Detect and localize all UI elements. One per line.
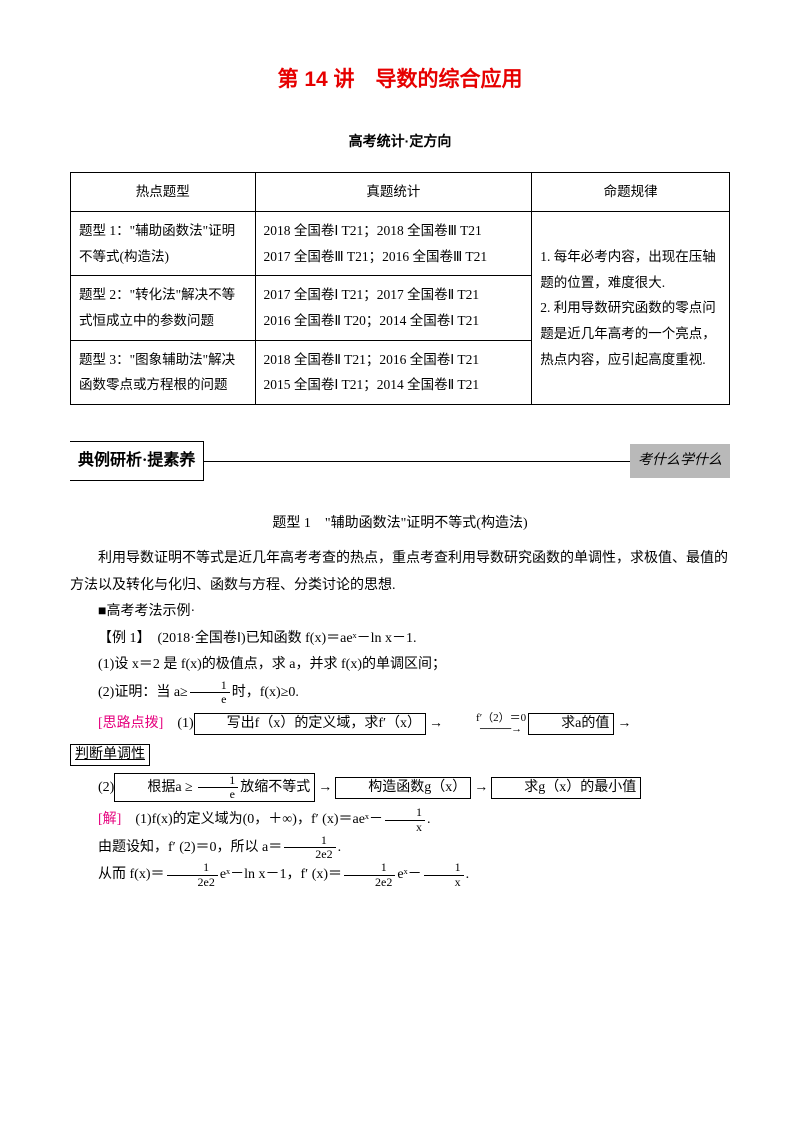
hint-flow-1b: 判断单调性 — [70, 742, 730, 769]
section-rule — [204, 461, 630, 462]
sol3-mid2: eˣ－ — [397, 867, 421, 882]
frac-1-2e2: 12e2 — [167, 861, 218, 888]
hint-label: [思路点拨] — [98, 716, 163, 731]
question-1: (1)设 x＝2 是 f(x)的极值点，求 a，并求 f(x)的单调区间； — [70, 652, 730, 679]
frac-num: 1 — [167, 861, 218, 875]
example-source: (2018·全国卷Ⅰ)已知函数 f(x)＝aeˣ－ln x－1. — [158, 631, 417, 646]
example-line: 【例 1】 (2018·全国卷Ⅰ)已知函数 f(x)＝aeˣ－ln x－1. — [70, 626, 730, 653]
cell-type-1: 题型 1："辅助函数法"证明不等式(构造法) — [71, 212, 256, 276]
arrow-icon: → — [429, 716, 443, 731]
section-label: 典例研析·提素养 — [70, 441, 204, 481]
flow-box: 求g（x）的最小值 — [491, 777, 641, 799]
flow-box: 写出f（x）的定义域，求f′（x） — [194, 713, 426, 735]
cell-type-2: 题型 2："转化法"解决不等式恒成立中的参数问题 — [71, 276, 256, 340]
table-header-row: 热点题型 真题统计 命题规律 — [71, 173, 730, 212]
frac-1-x: 1x — [385, 806, 425, 833]
th-stats: 真题统计 — [255, 173, 532, 212]
demo-label: ■高考考法示例· — [70, 599, 730, 626]
frac-1-2e2: 12e2 — [344, 861, 395, 888]
subtitle: 高考统计·定方向 — [70, 128, 730, 155]
frac-1-e: 1e — [190, 679, 230, 706]
sol1-pre: (1)f(x)的定义域为(0，＋∞)，f′ (x)＝aeˣ－ — [135, 812, 383, 827]
solution-label: [解] — [98, 812, 121, 827]
frac-den: e — [198, 788, 238, 801]
flow-box: 构造函数g（x） — [335, 777, 471, 799]
page-title: 第 14 讲 导数的综合应用 — [70, 60, 730, 100]
frac-num: 1 — [190, 679, 230, 693]
section-right: 考什么学什么 — [630, 444, 730, 479]
question-2: (2)证明：当 a≥1e时，f(x)≥0. — [70, 679, 730, 707]
flow2-b1-pre: 根据a ≥ — [147, 780, 196, 795]
frac-den: x — [385, 821, 425, 834]
flow-box: 根据a ≥ 1e放缩不等式 — [114, 773, 315, 802]
frac-den: 2e2 — [344, 876, 395, 889]
th-rule: 命题规律 — [532, 173, 730, 212]
frac-1-2e2: 12e2 — [284, 834, 335, 861]
frac-num: 1 — [344, 861, 395, 875]
arrow-bot: ────→ — [448, 724, 526, 735]
arrow-label: f′（2）＝0────→ — [448, 713, 526, 735]
flow2-pre: (2) — [98, 780, 114, 795]
frac-den: x — [424, 876, 464, 889]
frac-num: 1 — [424, 861, 464, 875]
hint-flow-2: (2)根据a ≥ 1e放缩不等式→构造函数g（x）→求g（x）的最小值 — [70, 773, 730, 802]
table-row: 题型 1："辅助函数法"证明不等式(构造法) 2018 全国卷Ⅰ T21；201… — [71, 212, 730, 276]
solution-line-2: 由题设知，f′ (2)＝0，所以 a＝12e2. — [70, 834, 730, 862]
flow-box: 求a的值 — [528, 713, 614, 735]
q2-post: 时，f(x)≥0. — [232, 685, 299, 700]
frac-den: 2e2 — [167, 876, 218, 889]
intro-text: 利用导数证明不等式是近几年高考考查的热点，重点考查利用导数研究函数的单调性，求极… — [70, 546, 730, 599]
arrow-icon: → — [474, 780, 488, 795]
solution-line-3: 从而 f(x)＝12e2eˣ－ln x－1，f′ (x)＝12e2eˣ－1x. — [70, 861, 730, 889]
example-label: 【例 1】 — [98, 631, 144, 646]
frac-num: 1 — [385, 806, 425, 820]
topic-title: 题型 1 "辅助函数法"证明不等式(构造法) — [70, 511, 730, 538]
sol3-mid: eˣ－ln x－1，f′ (x)＝ — [220, 867, 342, 882]
cell-stats-3: 2018 全国卷Ⅱ T21；2016 全国卷Ⅰ T21 2015 全国卷Ⅰ T2… — [255, 340, 532, 404]
cell-type-3: 题型 3："图象辅助法"解决函数零点或方程根的问题 — [71, 340, 256, 404]
frac-1-x: 1x — [424, 861, 464, 888]
frac-1-e: 1e — [198, 774, 238, 801]
sol3-post: . — [466, 867, 470, 882]
sol2-post: . — [338, 840, 342, 855]
stats-table: 热点题型 真题统计 命题规律 题型 1："辅助函数法"证明不等式(构造法) 20… — [70, 172, 730, 404]
frac-num: 1 — [198, 774, 238, 788]
flow2-b1-post: 放缩不等式 — [240, 780, 310, 795]
sol1-post: . — [427, 812, 431, 827]
hint-flow-1: [思路点拨] (1)写出f（x）的定义域，求f′（x）→f′（2）＝0────→… — [70, 710, 730, 738]
sol2-pre: 由题设知，f′ (2)＝0，所以 a＝ — [98, 840, 282, 855]
cell-stats-1: 2018 全国卷Ⅰ T21；2018 全国卷Ⅲ T21 2017 全国卷Ⅲ T2… — [255, 212, 532, 276]
th-type: 热点题型 — [71, 173, 256, 212]
arrow-icon: → — [318, 780, 332, 795]
flow-box: 判断单调性 — [70, 744, 150, 766]
frac-den: 2e2 — [284, 848, 335, 861]
cell-rule: 1. 每年必考内容，出现在压轴题的位置，难度很大. 2. 利用导数研究函数的零点… — [532, 212, 730, 405]
frac-den: e — [190, 693, 230, 706]
cell-stats-2: 2017 全国卷Ⅰ T21；2017 全国卷Ⅱ T21 2016 全国卷Ⅱ T2… — [255, 276, 532, 340]
arrow-icon: → — [617, 716, 631, 731]
sol3-pre: 从而 f(x)＝ — [98, 867, 165, 882]
frac-num: 1 — [284, 834, 335, 848]
section-header: 典例研析·提素养 考什么学什么 — [70, 441, 730, 481]
solution-line-1: [解] (1)f(x)的定义域为(0，＋∞)，f′ (x)＝aeˣ－1x. — [70, 806, 730, 834]
q2-pre: (2)证明：当 a≥ — [98, 685, 188, 700]
